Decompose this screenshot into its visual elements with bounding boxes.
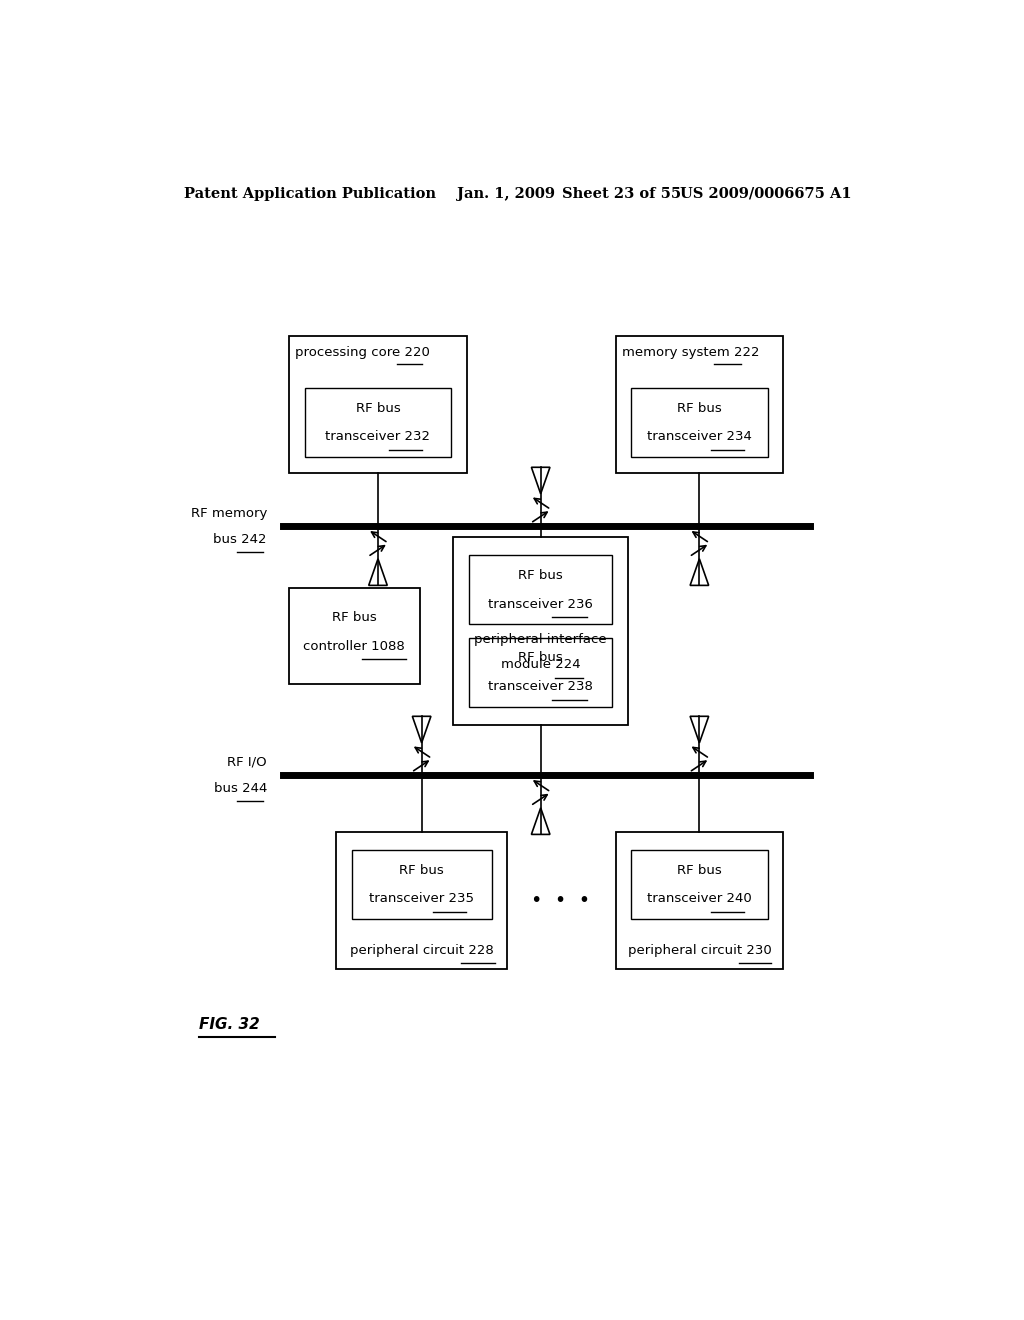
Text: RF memory: RF memory	[190, 507, 267, 520]
Text: memory system 222: memory system 222	[623, 346, 760, 359]
Text: FIG. 32: FIG. 32	[200, 1016, 260, 1032]
Text: •  •  •: • • •	[531, 891, 590, 909]
Text: US 2009/0006675 A1: US 2009/0006675 A1	[680, 187, 851, 201]
Bar	[289, 335, 467, 473]
Text: module 224: module 224	[501, 659, 581, 671]
Bar	[631, 388, 768, 457]
Text: RF bus: RF bus	[355, 401, 400, 414]
Text: transceiver 235: transceiver 235	[369, 892, 474, 906]
Text: Patent Application Publication: Patent Application Publication	[183, 187, 435, 201]
Text: transceiver 236: transceiver 236	[488, 598, 593, 611]
Text: RF bus: RF bus	[518, 652, 563, 664]
Text: RF I/O: RF I/O	[227, 755, 267, 768]
Bar	[289, 587, 420, 684]
Text: peripheral circuit 230: peripheral circuit 230	[628, 944, 771, 957]
Text: bus 244: bus 244	[214, 781, 267, 795]
Text: RF bus: RF bus	[677, 401, 722, 414]
Text: transceiver 240: transceiver 240	[647, 892, 752, 906]
Text: RF bus: RF bus	[332, 611, 377, 624]
Bar	[469, 638, 612, 706]
Text: Sheet 23 of 55: Sheet 23 of 55	[562, 187, 681, 201]
Bar	[469, 556, 612, 624]
Bar	[616, 335, 782, 473]
Text: transceiver 232: transceiver 232	[326, 430, 430, 444]
Text: peripheral circuit 228: peripheral circuit 228	[350, 944, 494, 957]
Text: peripheral interface: peripheral interface	[474, 632, 607, 645]
Text: Jan. 1, 2009: Jan. 1, 2009	[458, 187, 555, 201]
Bar	[305, 388, 452, 457]
Text: transceiver 238: transceiver 238	[488, 680, 593, 693]
Bar	[336, 832, 507, 969]
Bar	[631, 850, 768, 919]
Text: processing core 220: processing core 220	[295, 346, 430, 359]
Text: RF bus: RF bus	[399, 863, 444, 876]
Text: controller 1088: controller 1088	[303, 640, 406, 653]
Bar	[454, 537, 628, 725]
Text: transceiver 234: transceiver 234	[647, 430, 752, 444]
Text: RF bus: RF bus	[518, 569, 563, 582]
Text: bus 242: bus 242	[213, 533, 267, 546]
Text: RF bus: RF bus	[677, 863, 722, 876]
Bar	[616, 832, 782, 969]
Bar	[351, 850, 492, 919]
